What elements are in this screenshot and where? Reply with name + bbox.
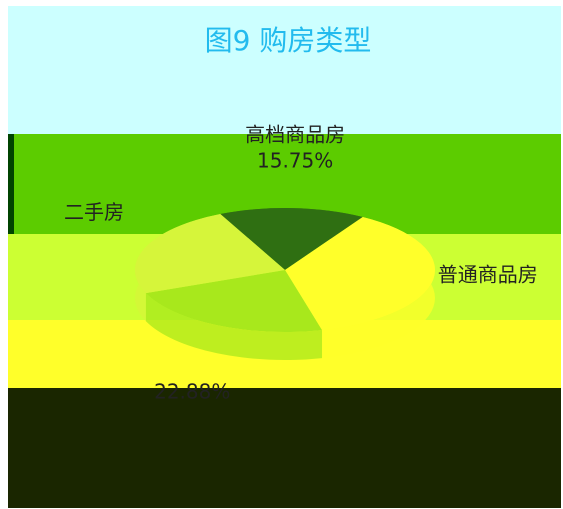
band (8, 388, 561, 508)
pie-slice (220, 207, 363, 270)
title-band (8, 6, 561, 134)
slice-label: 高档商品房 (245, 123, 345, 147)
pie-side (145, 293, 323, 360)
pie-slice (145, 270, 323, 332)
slice-label: 二手房 (64, 200, 124, 224)
pie-slice (285, 216, 436, 331)
slice-label: 普通商品房 (438, 262, 538, 286)
band (8, 134, 14, 234)
pie-slice (135, 214, 285, 294)
value-label: 22.88% (154, 379, 230, 403)
value-label: 15.75% (257, 149, 333, 173)
chart-title: 图9 购房类型 (205, 24, 372, 57)
